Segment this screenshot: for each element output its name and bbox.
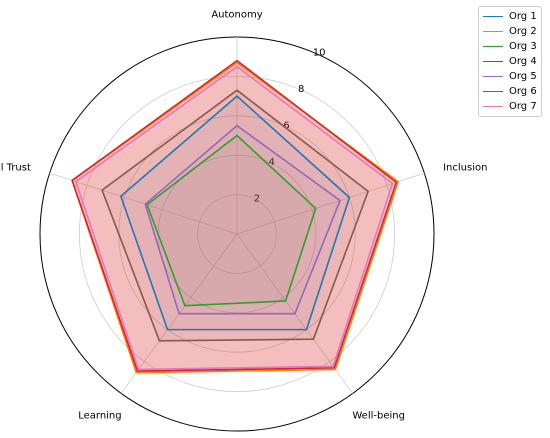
series-area — [72, 60, 397, 372]
legend-item: Org 2 — [483, 24, 537, 39]
radar-series — [71, 59, 399, 374]
legend-label: Org 2 — [509, 26, 537, 37]
radial-tick-label: 8 — [298, 84, 304, 95]
radial-tick-label: 4 — [269, 157, 275, 168]
axis-label: Well-being — [352, 410, 405, 421]
series-line — [71, 59, 398, 372]
legend: Org 1 Org 2 Org 3 Org 4 Org 5 Org 6 Org 7 — [478, 6, 542, 117]
axis-label: Autonomy — [211, 9, 262, 20]
series-line — [101, 89, 369, 342]
legend-swatch — [483, 61, 503, 62]
legend-item: Org 6 — [483, 84, 537, 99]
radial-tick-labels: 2 4 6 8 10 — [254, 47, 326, 204]
radar-axis-labels: Autonomy Inclusion Well-being Learning Ethic… — [0, 9, 487, 421]
legend-swatch — [483, 91, 503, 92]
radial-tick-label: 10 — [313, 47, 326, 58]
legend-label: Org 4 — [509, 56, 537, 67]
axis-label: Ethical Trust — [0, 163, 31, 174]
legend-item: Org 3 — [483, 39, 537, 54]
series-line — [120, 95, 351, 331]
legend-label: Org 3 — [509, 41, 537, 52]
legend-swatch — [483, 16, 503, 17]
radial-tick-label: 2 — [254, 193, 260, 204]
legend-item: Org 4 — [483, 54, 537, 69]
legend-item: Org 5 — [483, 69, 537, 84]
legend-swatch — [483, 46, 503, 47]
series-line — [75, 65, 394, 371]
legend-swatch — [483, 76, 503, 77]
series-area — [147, 135, 316, 306]
legend-label: Org 7 — [509, 101, 537, 112]
axis-label: Inclusion — [443, 163, 487, 174]
legend-swatch — [483, 31, 503, 32]
legend-label: Org 5 — [509, 71, 537, 82]
axis-label: Learning — [78, 410, 121, 421]
legend-label: Org 6 — [509, 86, 537, 97]
series-line — [144, 124, 341, 315]
series-area — [120, 96, 350, 330]
legend-item: Org 1 — [483, 9, 537, 24]
legend-swatch — [483, 106, 503, 107]
series-area — [72, 62, 399, 373]
series-area — [145, 125, 341, 314]
grid-spoke — [49, 172, 238, 235]
legend-item: Org 7 — [483, 99, 537, 114]
series-line — [146, 134, 317, 307]
radial-tick-label: 6 — [283, 120, 289, 131]
legend-label: Org 1 — [509, 11, 537, 22]
